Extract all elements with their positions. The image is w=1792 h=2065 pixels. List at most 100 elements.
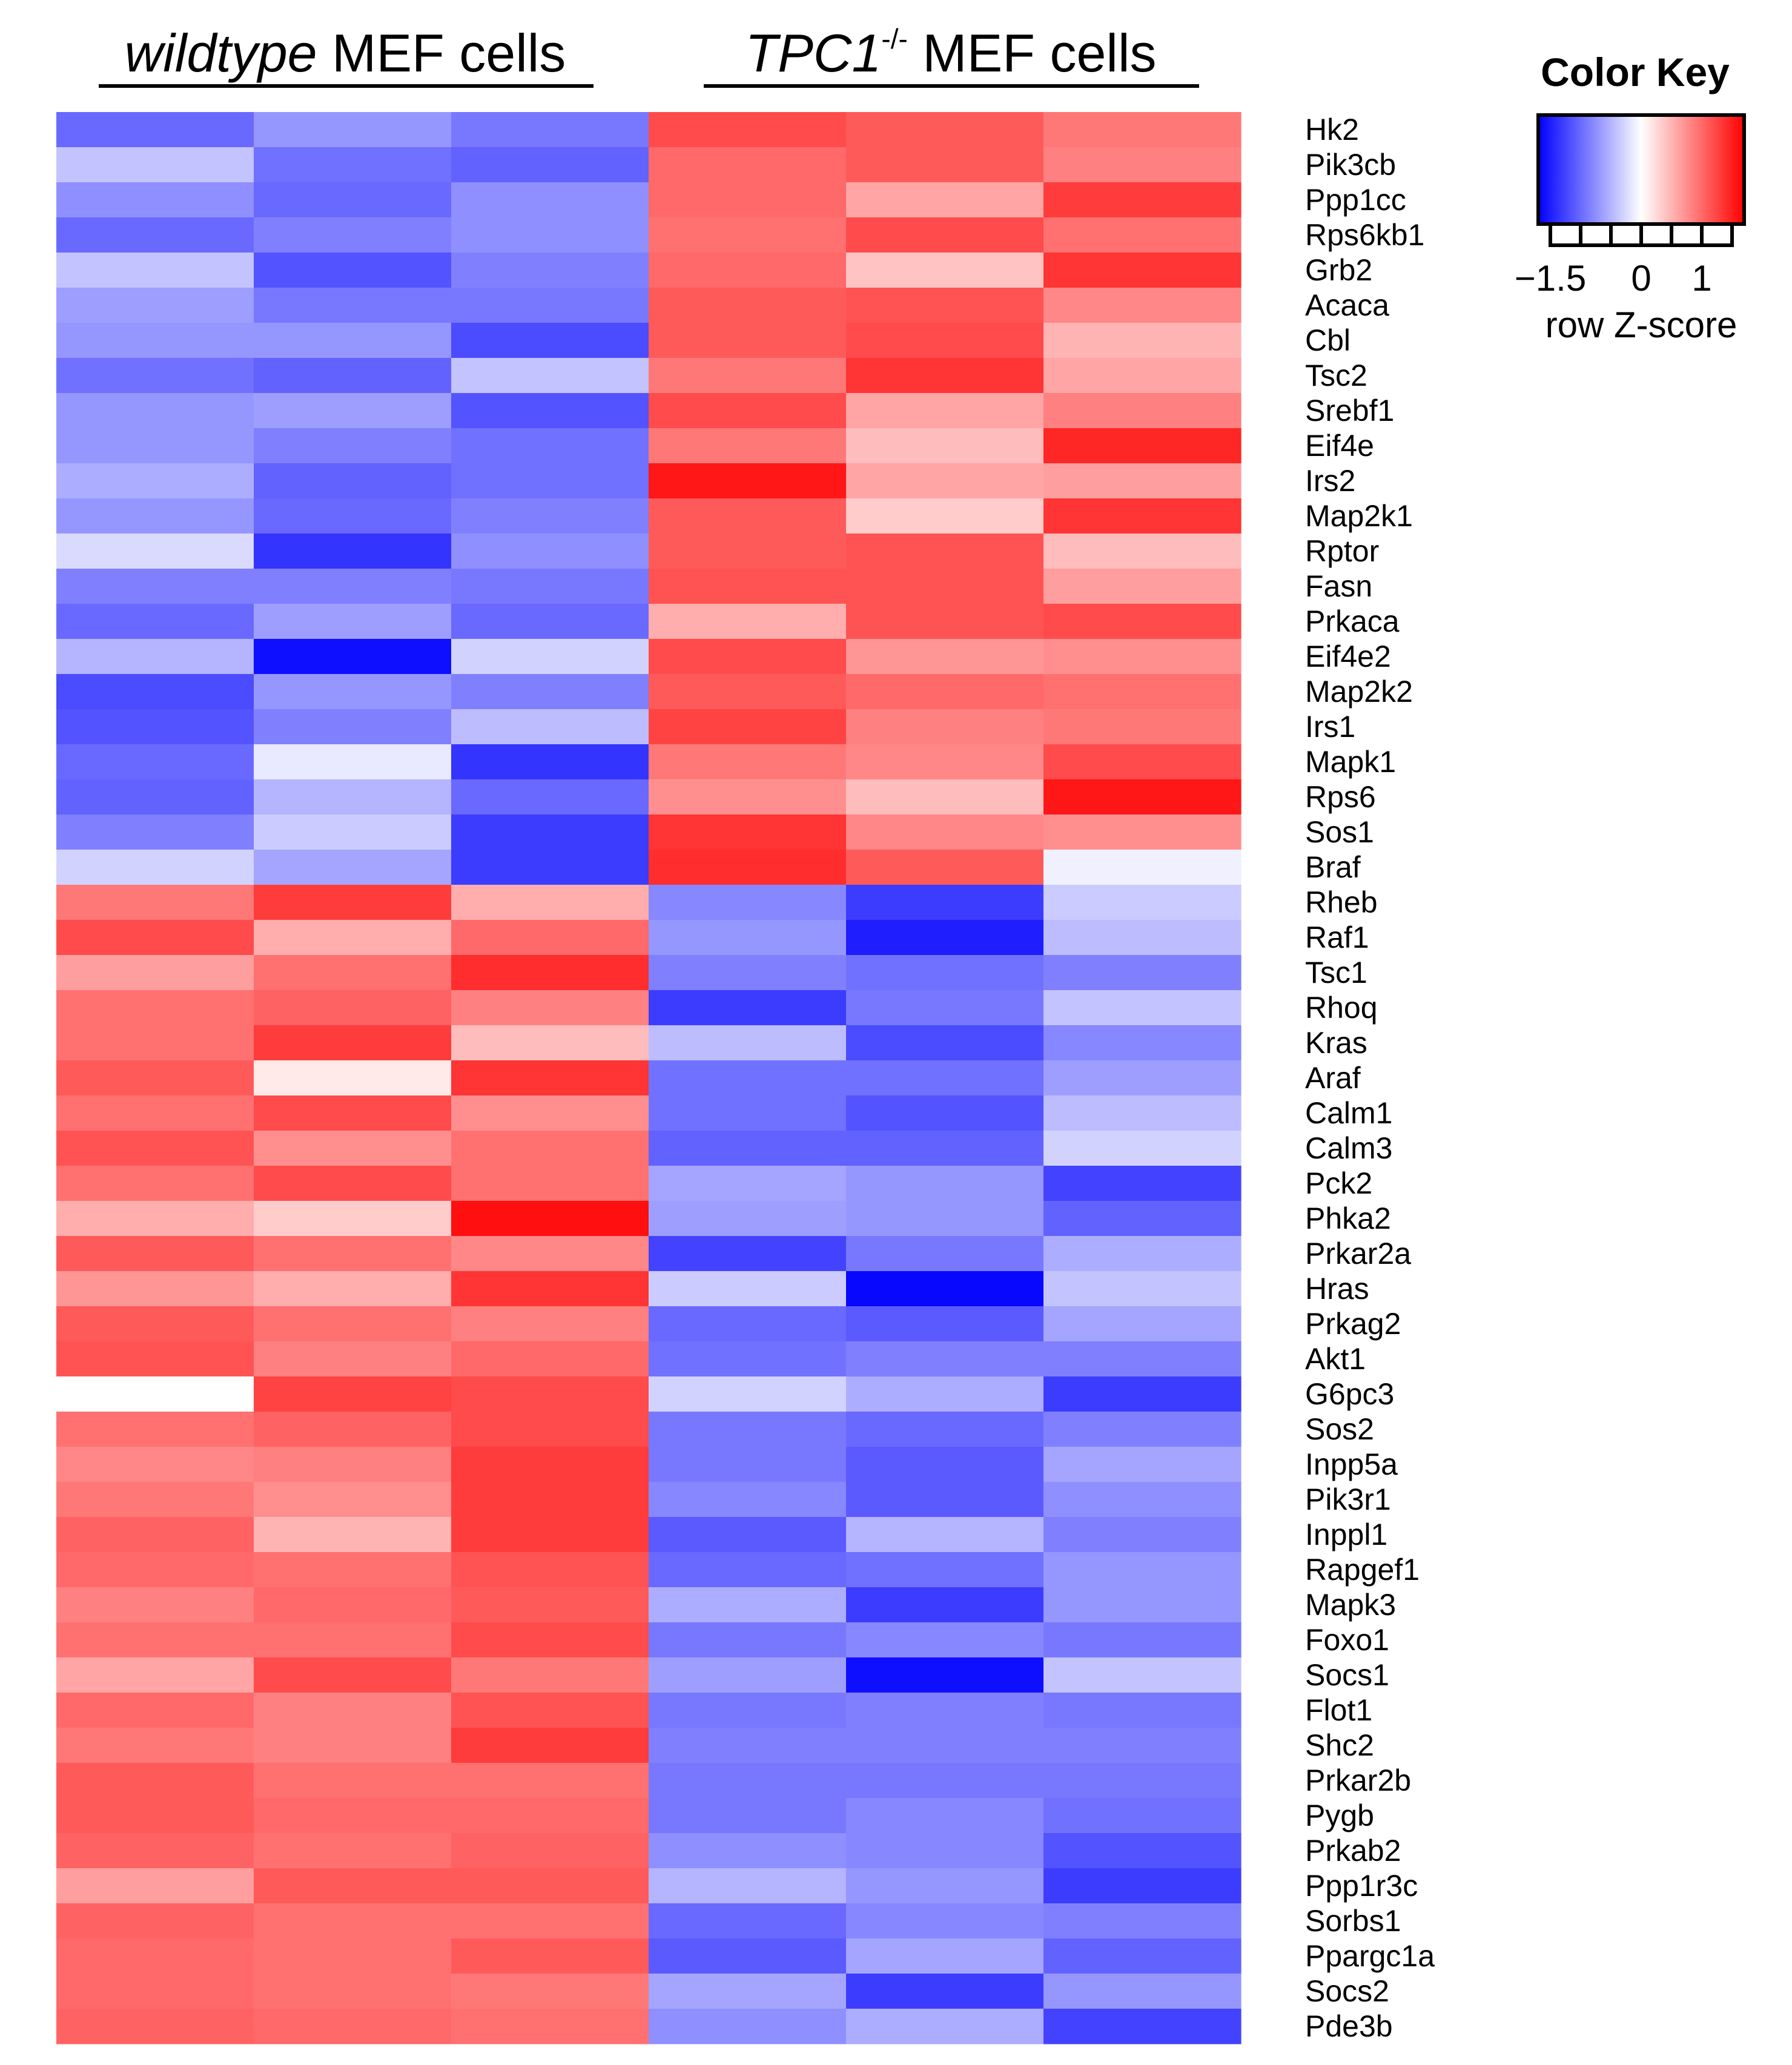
heatmap-cell: [254, 1482, 452, 1518]
heatmap-cell: [56, 1060, 254, 1096]
heatmap-cell: [846, 323, 1044, 358]
gene-label: Prkar2b: [1305, 1763, 1411, 1797]
heatmap-cell: [649, 428, 847, 464]
heatmap-cell: [451, 1306, 649, 1342]
heatmap-cell: [649, 182, 847, 218]
gene-label: Mapk1: [1305, 745, 1396, 779]
gene-label: Rps6kb1: [1305, 218, 1424, 252]
heatmap-cell: [1043, 1693, 1242, 1728]
heatmap-cell: [451, 1166, 649, 1201]
heatmap-cell: [1043, 428, 1242, 464]
heatmap-cell: [451, 639, 649, 675]
heatmap-cell: [254, 1271, 452, 1307]
heatmap-cell: [846, 428, 1044, 464]
heatmap-cell: [254, 1974, 452, 2009]
heatmap-cell: [254, 1728, 452, 1763]
heatmap-cell: [846, 498, 1044, 534]
heatmap-cell: [649, 1728, 847, 1763]
heatmap-cell: [649, 1622, 847, 1658]
heatmap-cell: [649, 147, 847, 183]
heatmap-cell: [254, 428, 452, 464]
color-key-ticks: −1.5 0 1: [1515, 224, 1734, 299]
heatmap-cell: [649, 1166, 847, 1201]
heatmap-cell: [254, 323, 452, 358]
gene-label: Prkag2: [1305, 1307, 1401, 1341]
heatmap-cell: [649, 1903, 847, 1939]
heatmap-cell: [846, 1060, 1044, 1096]
gene-label: Pik3r1: [1305, 1482, 1391, 1516]
gene-label: Eif4e: [1305, 429, 1374, 463]
gene-label: Inppl1: [1305, 1518, 1387, 1551]
heatmap-cell: [254, 1517, 452, 1553]
heatmap-cell: [649, 709, 847, 745]
heatmap-cell: [1043, 744, 1242, 780]
heatmap-cell: [649, 814, 847, 850]
heatmap-cell: [254, 744, 452, 780]
heatmap-cell: [649, 779, 847, 815]
heatmap-cell: [846, 217, 1044, 253]
heatmap-cell: [451, 288, 649, 323]
heatmap-cell: [649, 1798, 847, 1834]
gene-label: Flot1: [1305, 1693, 1372, 1727]
heatmap-cell: [649, 1306, 847, 1342]
heatmap-cell: [254, 1447, 452, 1482]
heatmap-cell: [1043, 1657, 1242, 1693]
heatmap-cell: [649, 1657, 847, 1693]
heatmap-cell: [56, 253, 254, 288]
heatmap-cell: [846, 288, 1044, 323]
heatmap-cell: [451, 1552, 649, 1588]
heatmap-cell: [56, 1622, 254, 1658]
heatmap-cell: [451, 534, 649, 569]
heatmap-cell: [451, 850, 649, 885]
heatmap-cell: [846, 534, 1044, 569]
heatmap-cell: [56, 1412, 254, 1447]
heatmap-cell: [254, 112, 452, 148]
color-key-tick-label: −1.5: [1515, 258, 1586, 299]
heatmap-cell: [254, 885, 452, 920]
heatmap-cell: [254, 920, 452, 956]
heatmap-cell: [1043, 253, 1242, 288]
heatmap-cell: [846, 779, 1044, 815]
gene-label: Cbl: [1305, 323, 1351, 357]
heatmap-cell: [56, 1271, 254, 1307]
heatmap-cell: [846, 1974, 1044, 2009]
heatmap-cell: [649, 358, 847, 394]
heatmap-cell: [1043, 2009, 1242, 2044]
gene-label: Map2k1: [1305, 499, 1413, 533]
gene-label: Inpp5a: [1305, 1447, 1398, 1481]
heatmap-cell: [846, 1025, 1044, 1061]
heatmap-cell: [649, 674, 847, 710]
heatmap-cell: [846, 744, 1044, 780]
heatmap-cell: [56, 744, 254, 780]
heatmap-cell: [254, 1166, 452, 1201]
heatmap-cell: [649, 1271, 847, 1307]
heatmap-cell: [1043, 850, 1242, 885]
heatmap-cell: [451, 1201, 649, 1237]
heatmap-cell: [56, 990, 254, 1026]
heatmap-cell: [846, 1693, 1044, 1728]
heatmap-cell: [649, 744, 847, 780]
heatmap-cell: [649, 1412, 847, 1447]
heatmap-cell: [451, 1868, 649, 1904]
heatmap-cell: [254, 674, 452, 710]
heatmap-cell: [1043, 463, 1242, 499]
heatmap-cell: [451, 2009, 649, 2044]
heatmap-cell: [56, 1095, 254, 1131]
gene-label: Acaca: [1305, 288, 1389, 322]
gene-label: Calm3: [1305, 1131, 1392, 1165]
heatmap-cell: [451, 744, 649, 780]
heatmap-cell: [846, 1131, 1044, 1166]
heatmap-cell: [846, 1306, 1044, 1342]
heatmap-cell: [254, 1552, 452, 1588]
heatmap-cell: [451, 112, 649, 148]
heatmap-cell: [846, 1271, 1044, 1307]
heatmap-cell: [846, 990, 1044, 1026]
heatmap-cell: [254, 1868, 452, 1904]
heatmap-cell: [254, 1622, 452, 1658]
heatmap-cell: [1043, 498, 1242, 534]
heatmap-cell: [451, 1728, 649, 1763]
heatmap-cell: [649, 112, 847, 148]
heatmap-cell: [649, 1482, 847, 1518]
gene-label: Mapk3: [1305, 1588, 1396, 1622]
heatmap-cell: [846, 814, 1044, 850]
